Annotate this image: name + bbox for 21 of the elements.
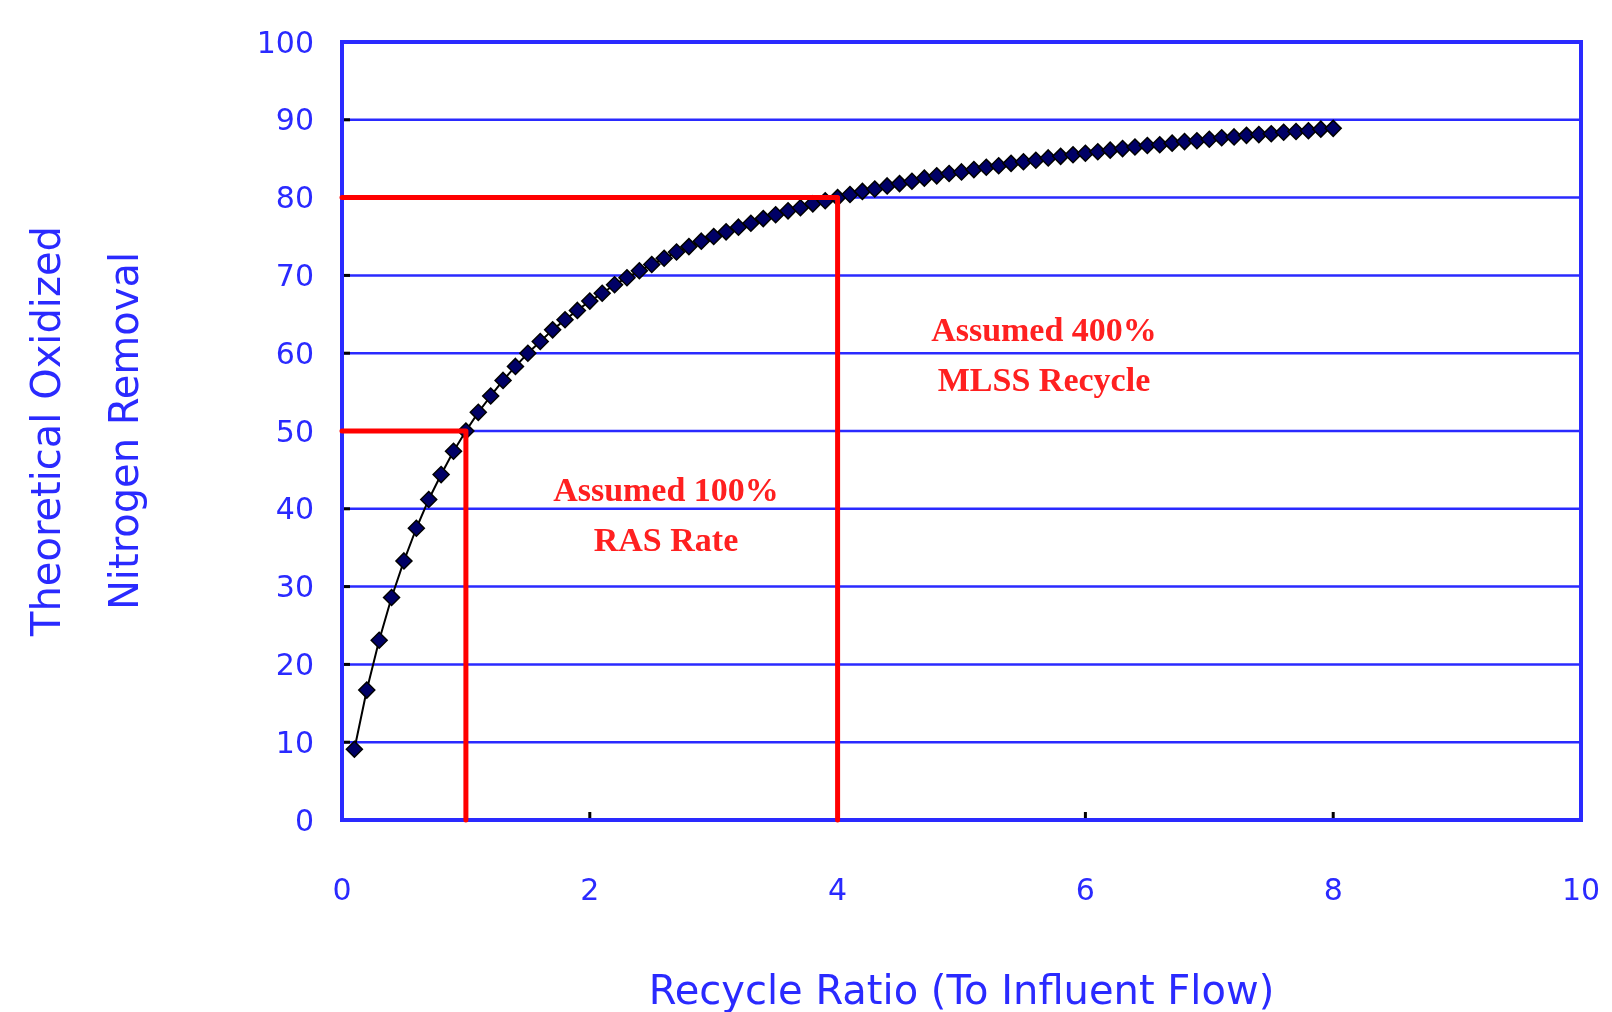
y-tick-label: 0 (294, 802, 314, 838)
y-tick-label: 20 (275, 646, 314, 682)
y-tick-label: 50 (275, 413, 314, 449)
x-tick-label: 2 (580, 872, 600, 907)
y-tick-label: 90 (275, 102, 314, 138)
x-axis-title: Recycle Ratio (To Influent Flow) (648, 967, 1275, 1012)
x-tick-label: 8 (1323, 872, 1343, 907)
y-axis-title: Theoretical Oxidized Nitrogen Removal (23, 226, 147, 637)
y-tick-label: 40 (275, 491, 314, 527)
x-tick-label: 6 (1075, 872, 1095, 907)
y-tick-label: 60 (275, 335, 314, 371)
x-tick-label: 4 (828, 872, 848, 907)
y-tick-label: 70 (275, 257, 314, 293)
x-tick-label: 0 (332, 872, 352, 907)
x-tick-label: 10 (1561, 872, 1601, 907)
y-tick-label: 80 (275, 180, 314, 216)
y-tick-label: 30 (275, 569, 314, 605)
y-tick-label: 100 (256, 24, 314, 60)
annotation: Assumed 100% RAS Rate (553, 470, 779, 558)
annotation: Assumed 400% MLSS Recycle (931, 310, 1157, 398)
y-tick-label: 10 (275, 724, 314, 760)
